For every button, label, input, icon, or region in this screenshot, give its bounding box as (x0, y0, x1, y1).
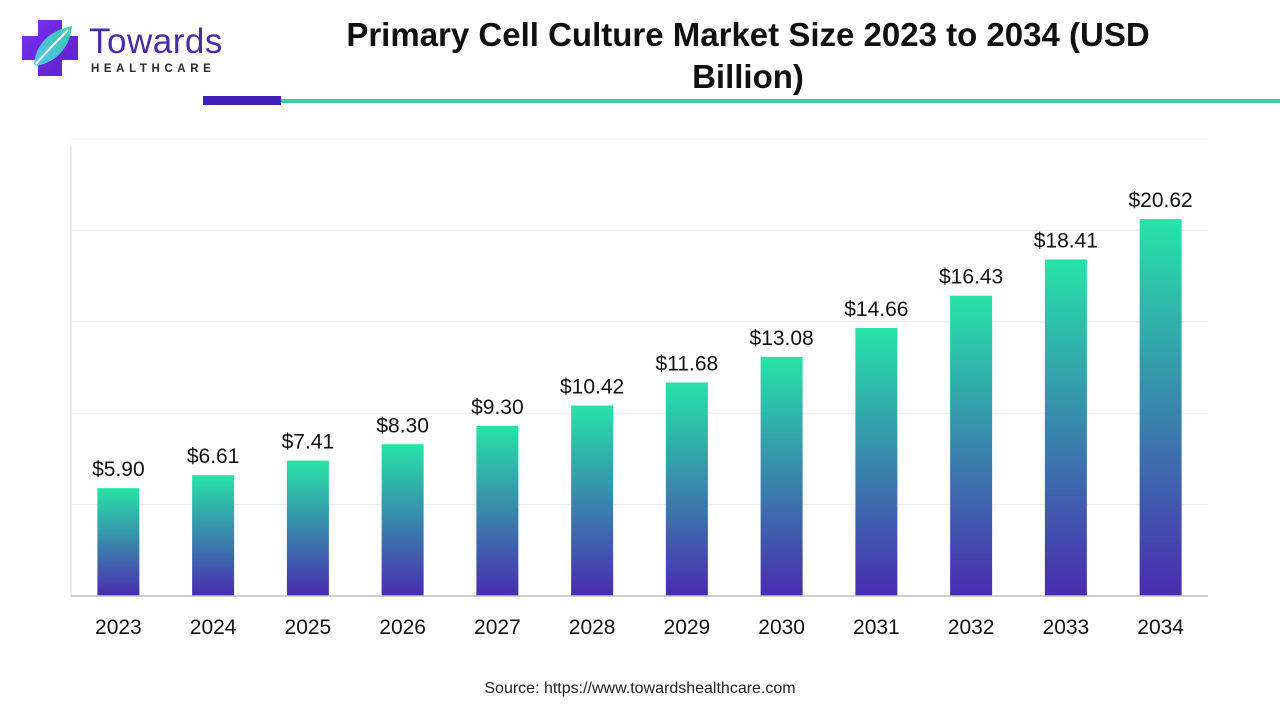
bar-2028 (571, 405, 614, 596)
bar-2029 (665, 382, 708, 596)
medical-cross-leaf-icon (22, 20, 78, 76)
header-accent-bar (203, 96, 281, 105)
brand-logo: Towards HEALTHCARE (18, 16, 238, 86)
value-label-2034: $20.62 (1129, 189, 1193, 212)
bar-2023 (97, 488, 140, 596)
header-divider-line (281, 99, 1280, 103)
brand-tagline: HEALTHCARE (91, 63, 216, 75)
value-label-2029: $11.68 (656, 352, 719, 375)
bar-2032 (950, 295, 993, 596)
value-label-2028: $10.42 (560, 376, 624, 399)
bar-2030 (760, 356, 803, 596)
x-tick-label-2032: 2032 (948, 616, 995, 639)
bar-2025 (286, 460, 329, 596)
value-label-2032: $16.43 (939, 266, 1003, 289)
source-note: Source: https://www.towardshealthcare.co… (484, 680, 796, 697)
x-tick-label-2026: 2026 (379, 616, 426, 639)
bar-2034 (1139, 219, 1182, 596)
brand-name: Towards (89, 22, 223, 61)
value-label-2030: $13.08 (750, 327, 814, 350)
x-tick-label-2034: 2034 (1137, 616, 1184, 639)
x-tick-labels: 2023 2024 2025 2026 2027 2028 2029 2030 2031 2032… (95, 616, 1184, 639)
x-tick-label-2024: 2024 (190, 616, 237, 639)
value-label-2024: $6.61 (187, 445, 240, 468)
bar-2026 (381, 444, 424, 596)
x-tick-label-2033: 2033 (1043, 616, 1090, 639)
value-label-2031: $14.66 (844, 298, 908, 321)
bar-2031 (855, 328, 898, 596)
x-tick-label-2029: 2029 (664, 616, 711, 639)
value-label-2026: $8.30 (376, 414, 429, 437)
x-tick-label-2027: 2027 (474, 616, 521, 639)
x-tick-label-2028: 2028 (569, 616, 616, 639)
bar-2027 (476, 425, 519, 596)
bar-2024 (192, 475, 235, 596)
value-label-2023: $5.90 (92, 458, 145, 481)
x-tick-label-2030: 2030 (758, 616, 805, 639)
chart-title: Primary Cell Culture Market Size 2023 to… (346, 16, 1150, 95)
value-labels: $5.90 $6.61 $7.41 $8.30 $9.30 $10.42 $11.68 $13… (92, 189, 1193, 481)
gridlines (71, 138, 1208, 506)
bars (97, 219, 1182, 596)
value-label-2027: $9.30 (471, 396, 524, 419)
value-label-2025: $7.41 (282, 431, 335, 454)
x-tick-label-2025: 2025 (285, 616, 332, 639)
bar-2033 (1044, 259, 1087, 596)
x-tick-label-2023: 2023 (95, 616, 142, 639)
value-label-2033: $18.41 (1034, 229, 1098, 252)
x-tick-label-2031: 2031 (853, 616, 900, 639)
